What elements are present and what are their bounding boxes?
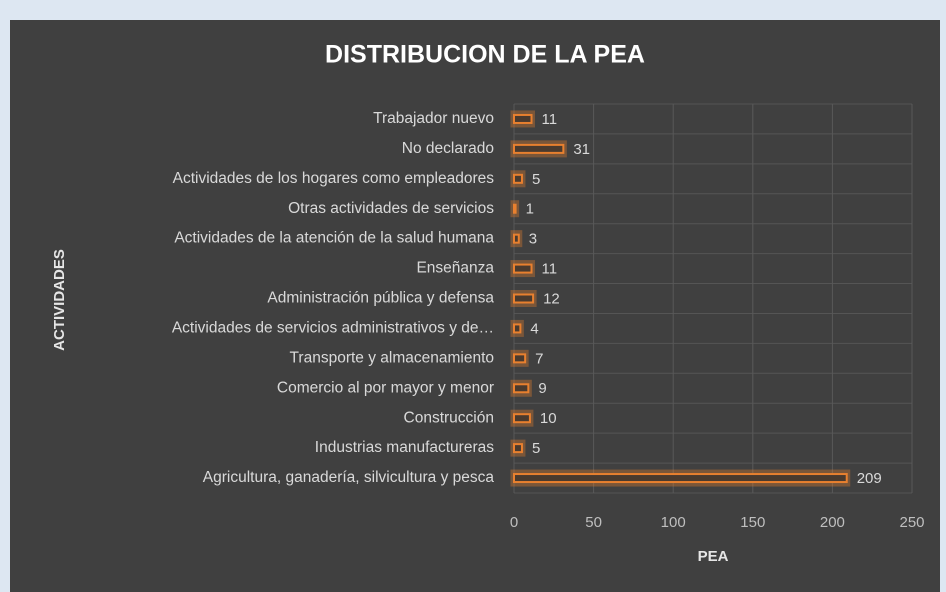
bar [513, 143, 565, 154]
x-tick-label: 250 [899, 514, 924, 531]
data-label: 12 [543, 290, 560, 307]
y-tick-label: Trabajador nuevo [373, 110, 494, 127]
x-tick-label: 100 [661, 514, 686, 531]
data-label: 3 [529, 231, 537, 248]
bar [513, 443, 523, 454]
x-tick-label: 150 [740, 514, 765, 531]
data-label: 9 [538, 380, 546, 397]
x-tick-label: 200 [820, 514, 845, 531]
bar [513, 323, 522, 334]
y-tick-label: Actividades de la atención de la salud h… [174, 230, 494, 247]
bar [513, 293, 535, 304]
bar-glow [510, 230, 523, 248]
bar [513, 353, 527, 364]
bar-glow [510, 469, 851, 487]
data-label: 5 [532, 440, 540, 457]
data-label: 31 [573, 141, 590, 158]
chart-background [10, 20, 940, 592]
y-tick-label: Construcción [404, 409, 494, 426]
bar [513, 203, 517, 214]
data-label: 7 [535, 350, 543, 367]
bar [513, 473, 848, 484]
x-tick-label: 50 [585, 514, 602, 531]
x-tick-label: 0 [510, 514, 518, 531]
y-tick-label: Comercio al por mayor y menor [277, 379, 494, 396]
y-tick-label: Agricultura, ganadería, silvicultura y p… [203, 469, 495, 486]
data-label: 10 [540, 410, 557, 427]
bar-glow [510, 290, 537, 307]
bar-glow [510, 379, 532, 397]
chart-title: DISTRIBUCION DE LA PEA [325, 41, 645, 69]
x-axis-title: PEA [698, 548, 729, 565]
data-label: 4 [530, 320, 538, 337]
y-tick-label: Transporte y almacenamiento [290, 349, 494, 366]
data-label: 209 [857, 470, 882, 487]
data-label: 1 [526, 201, 534, 218]
y-tick-label: Actividades de servicios administrativos… [172, 320, 494, 337]
bar [513, 173, 523, 184]
y-tick-label: No declarado [402, 140, 494, 157]
data-label: 11 [542, 111, 558, 128]
y-tick-label: Enseñanza [416, 260, 494, 277]
bar [513, 383, 530, 394]
bar [513, 113, 533, 124]
y-tick-label: Otras actividades de servicios [288, 200, 494, 217]
bar [513, 413, 531, 424]
y-tick-label: Administración pública y defensa [267, 290, 494, 307]
bar [513, 263, 533, 274]
y-axis-title: ACTIVIDADES [51, 249, 68, 351]
data-label: 5 [532, 171, 540, 188]
bar [513, 233, 520, 244]
data-label: 11 [542, 261, 558, 278]
y-tick-label: Industrias manufactureras [315, 439, 494, 456]
y-tick-label: Actividades de los hogares como empleado… [173, 170, 495, 187]
